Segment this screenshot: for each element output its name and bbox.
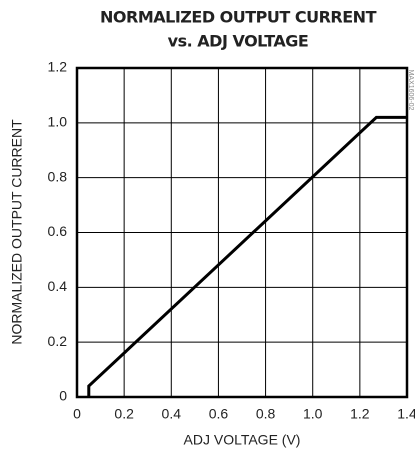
x-tick-label: 0.2 (114, 406, 134, 422)
x-tick-label: 0.6 (209, 406, 229, 422)
x-tick-label: 1.4 (397, 406, 415, 422)
x-tick-label: 1.2 (350, 406, 370, 422)
y-tick-label: 1.0 (48, 114, 68, 130)
y-tick-label: 1.2 (48, 59, 68, 75)
x-axis-label: ADJ VOLTAGE (V) (184, 432, 301, 448)
chart-title: vs. ADJ VOLTAGE (168, 32, 309, 51)
x-tick-label: 0.8 (256, 406, 276, 422)
y-tick-label: 0.6 (48, 223, 68, 239)
y-tick-label: 0 (59, 388, 67, 404)
plot-frame (75, 66, 409, 399)
watermark: MAX1606-02 (407, 70, 414, 111)
y-tick-label: 0.8 (48, 168, 68, 184)
y-axis-label: NORMALIZED OUTPUT CURRENT (9, 119, 25, 345)
y-tick-label: 0.4 (48, 278, 68, 294)
x-tick-label: 0.4 (162, 406, 182, 422)
y-tick-label: 0.2 (48, 333, 68, 349)
chart-title: NORMALIZED OUTPUT CURRENT (100, 8, 377, 27)
x-tick-label: 1.0 (303, 406, 323, 422)
data-line (87, 115, 407, 397)
x-tick-label: 0 (73, 406, 81, 422)
